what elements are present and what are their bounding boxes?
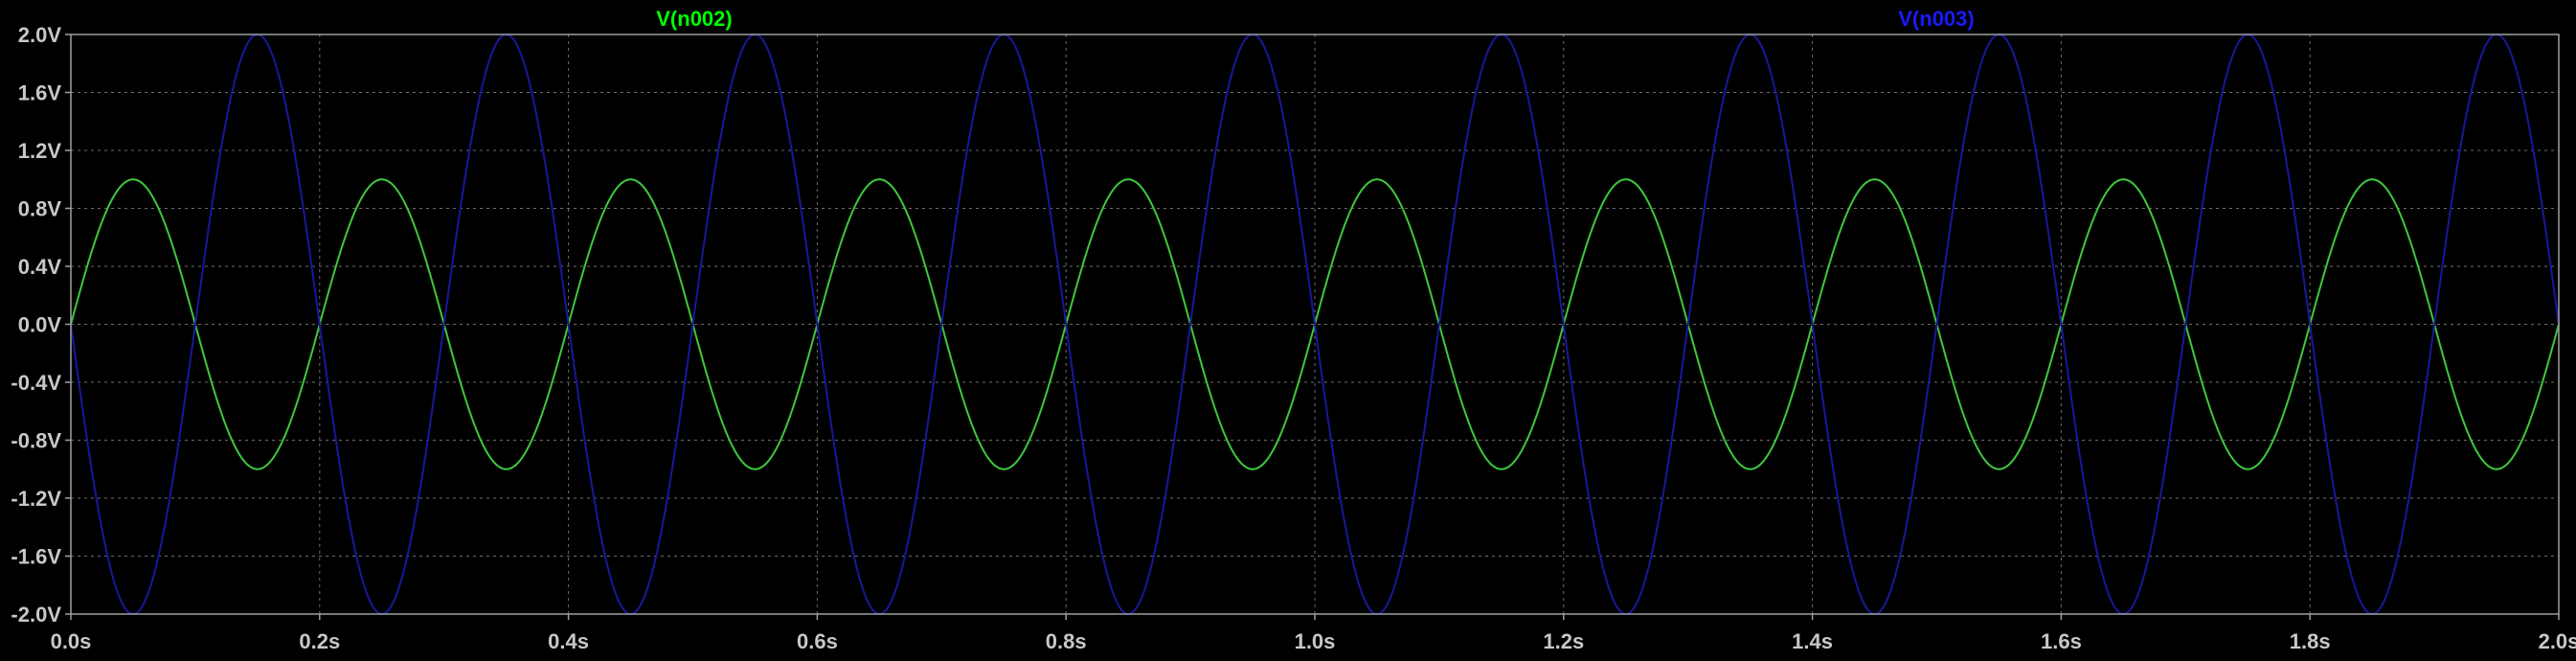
- y-tick-label: 1.6V: [18, 81, 62, 105]
- trace-legend[interactable]: V(n002) V(n003): [656, 7, 1974, 31]
- y-tick-label: -1.2V: [11, 487, 61, 511]
- y-tick-label: -1.6V: [11, 545, 61, 569]
- y-tick-label: -0.8V: [11, 429, 61, 453]
- y-tick-label: 0.0V: [18, 313, 62, 337]
- x-tick-label: 0.0s: [51, 629, 92, 653]
- y-tick-label: 0.8V: [18, 197, 62, 221]
- x-tick-label: 0.6s: [797, 629, 838, 653]
- x-axis-ticks: 0.0s 0.2s 0.4s 0.6s 0.8s 1.0s 1.2s 1.4s 1.6s 1.8s…: [51, 614, 2576, 653]
- y-axis-ticks: 2.0V 1.6V 1.2V 0.8V 0.4V 0.0V -0.4V -0.8V -1.2V -…: [11, 23, 71, 627]
- legend-v-n003[interactable]: V(n003): [1898, 7, 1974, 31]
- x-tick-label: 1.4s: [1792, 629, 1833, 653]
- x-tick-label: 0.8s: [1046, 629, 1087, 653]
- y-tick-label: 2.0V: [18, 23, 62, 47]
- y-tick-label: -2.0V: [11, 603, 61, 627]
- grid: [71, 34, 2559, 614]
- y-tick-label: 1.2V: [18, 139, 62, 163]
- x-tick-label: 1.0s: [1295, 629, 1336, 653]
- y-tick-label: -0.4V: [11, 371, 61, 395]
- series-layer: [70, 33, 2560, 616]
- x-tick-label: 1.8s: [2290, 629, 2331, 653]
- x-tick-label: 0.4s: [548, 629, 589, 653]
- trace-v-n003[interactable]: [70, 33, 2560, 616]
- legend-v-n002[interactable]: V(n002): [656, 7, 732, 31]
- y-tick-label: 0.4V: [18, 255, 62, 279]
- x-tick-label: 2.0s: [2539, 629, 2576, 653]
- x-tick-label: 1.6s: [2041, 629, 2082, 653]
- x-tick-label: 1.2s: [1543, 629, 1584, 653]
- x-tick-label: 0.2s: [299, 629, 340, 653]
